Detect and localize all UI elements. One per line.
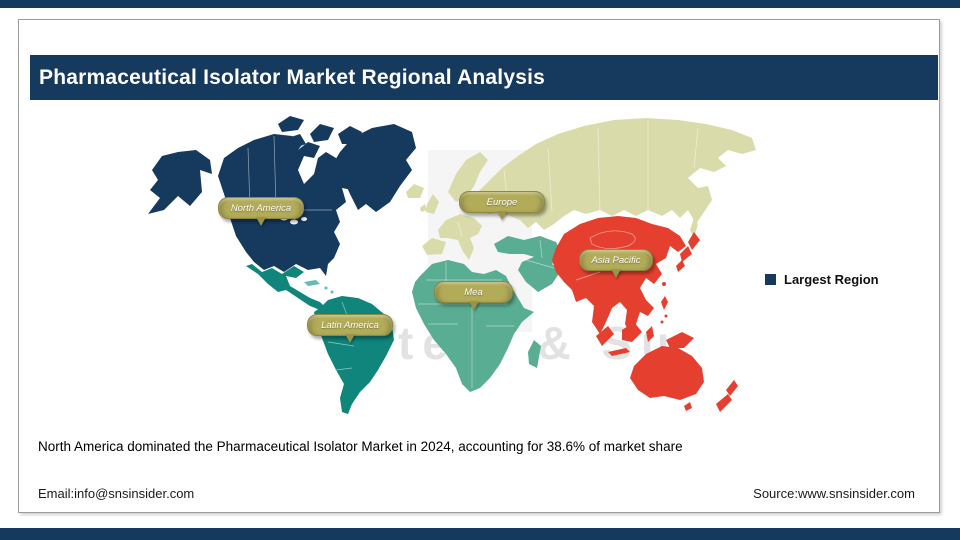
region-north-america: [148, 116, 416, 276]
bottom-accent-strip: [0, 528, 960, 540]
region-asia-pacific: [552, 216, 738, 412]
region-mea: [412, 236, 562, 392]
caribbean-islands: [304, 280, 334, 294]
page-title: Pharmaceutical Isolator Market Regional …: [39, 65, 546, 89]
summary-text: North America dominated the Pharmaceutic…: [38, 439, 683, 454]
region-label-north-america: North America: [218, 197, 304, 219]
top-accent-strip: [0, 0, 960, 8]
world-map: [148, 116, 756, 414]
footer-email: Email:info@snsinsider.com: [38, 486, 195, 501]
region-label-asia-pacific: Asia Pacific: [579, 249, 653, 271]
region-label-latin-america: Latin America: [307, 314, 393, 336]
region-latin-america: [246, 264, 394, 414]
region-label-text: Latin America: [321, 319, 379, 331]
region-label-mea: Mea: [434, 281, 513, 303]
region-label-text: North America: [230, 202, 292, 214]
legend: Largest Region: [765, 272, 879, 287]
legend-swatch: [765, 274, 776, 285]
footer-source: Source:www.snsinsider.com: [753, 486, 915, 501]
header: Pharmaceutical Isolator Market Regional …: [30, 55, 938, 100]
content-frame: [18, 19, 940, 513]
region-label-text: Mea: [464, 286, 483, 298]
legend-label: Largest Region: [784, 272, 879, 287]
region-label-text: Europe: [486, 196, 518, 208]
region-label-text: Asia Pacific: [591, 254, 641, 266]
region-label-europe: Europe: [459, 191, 545, 213]
